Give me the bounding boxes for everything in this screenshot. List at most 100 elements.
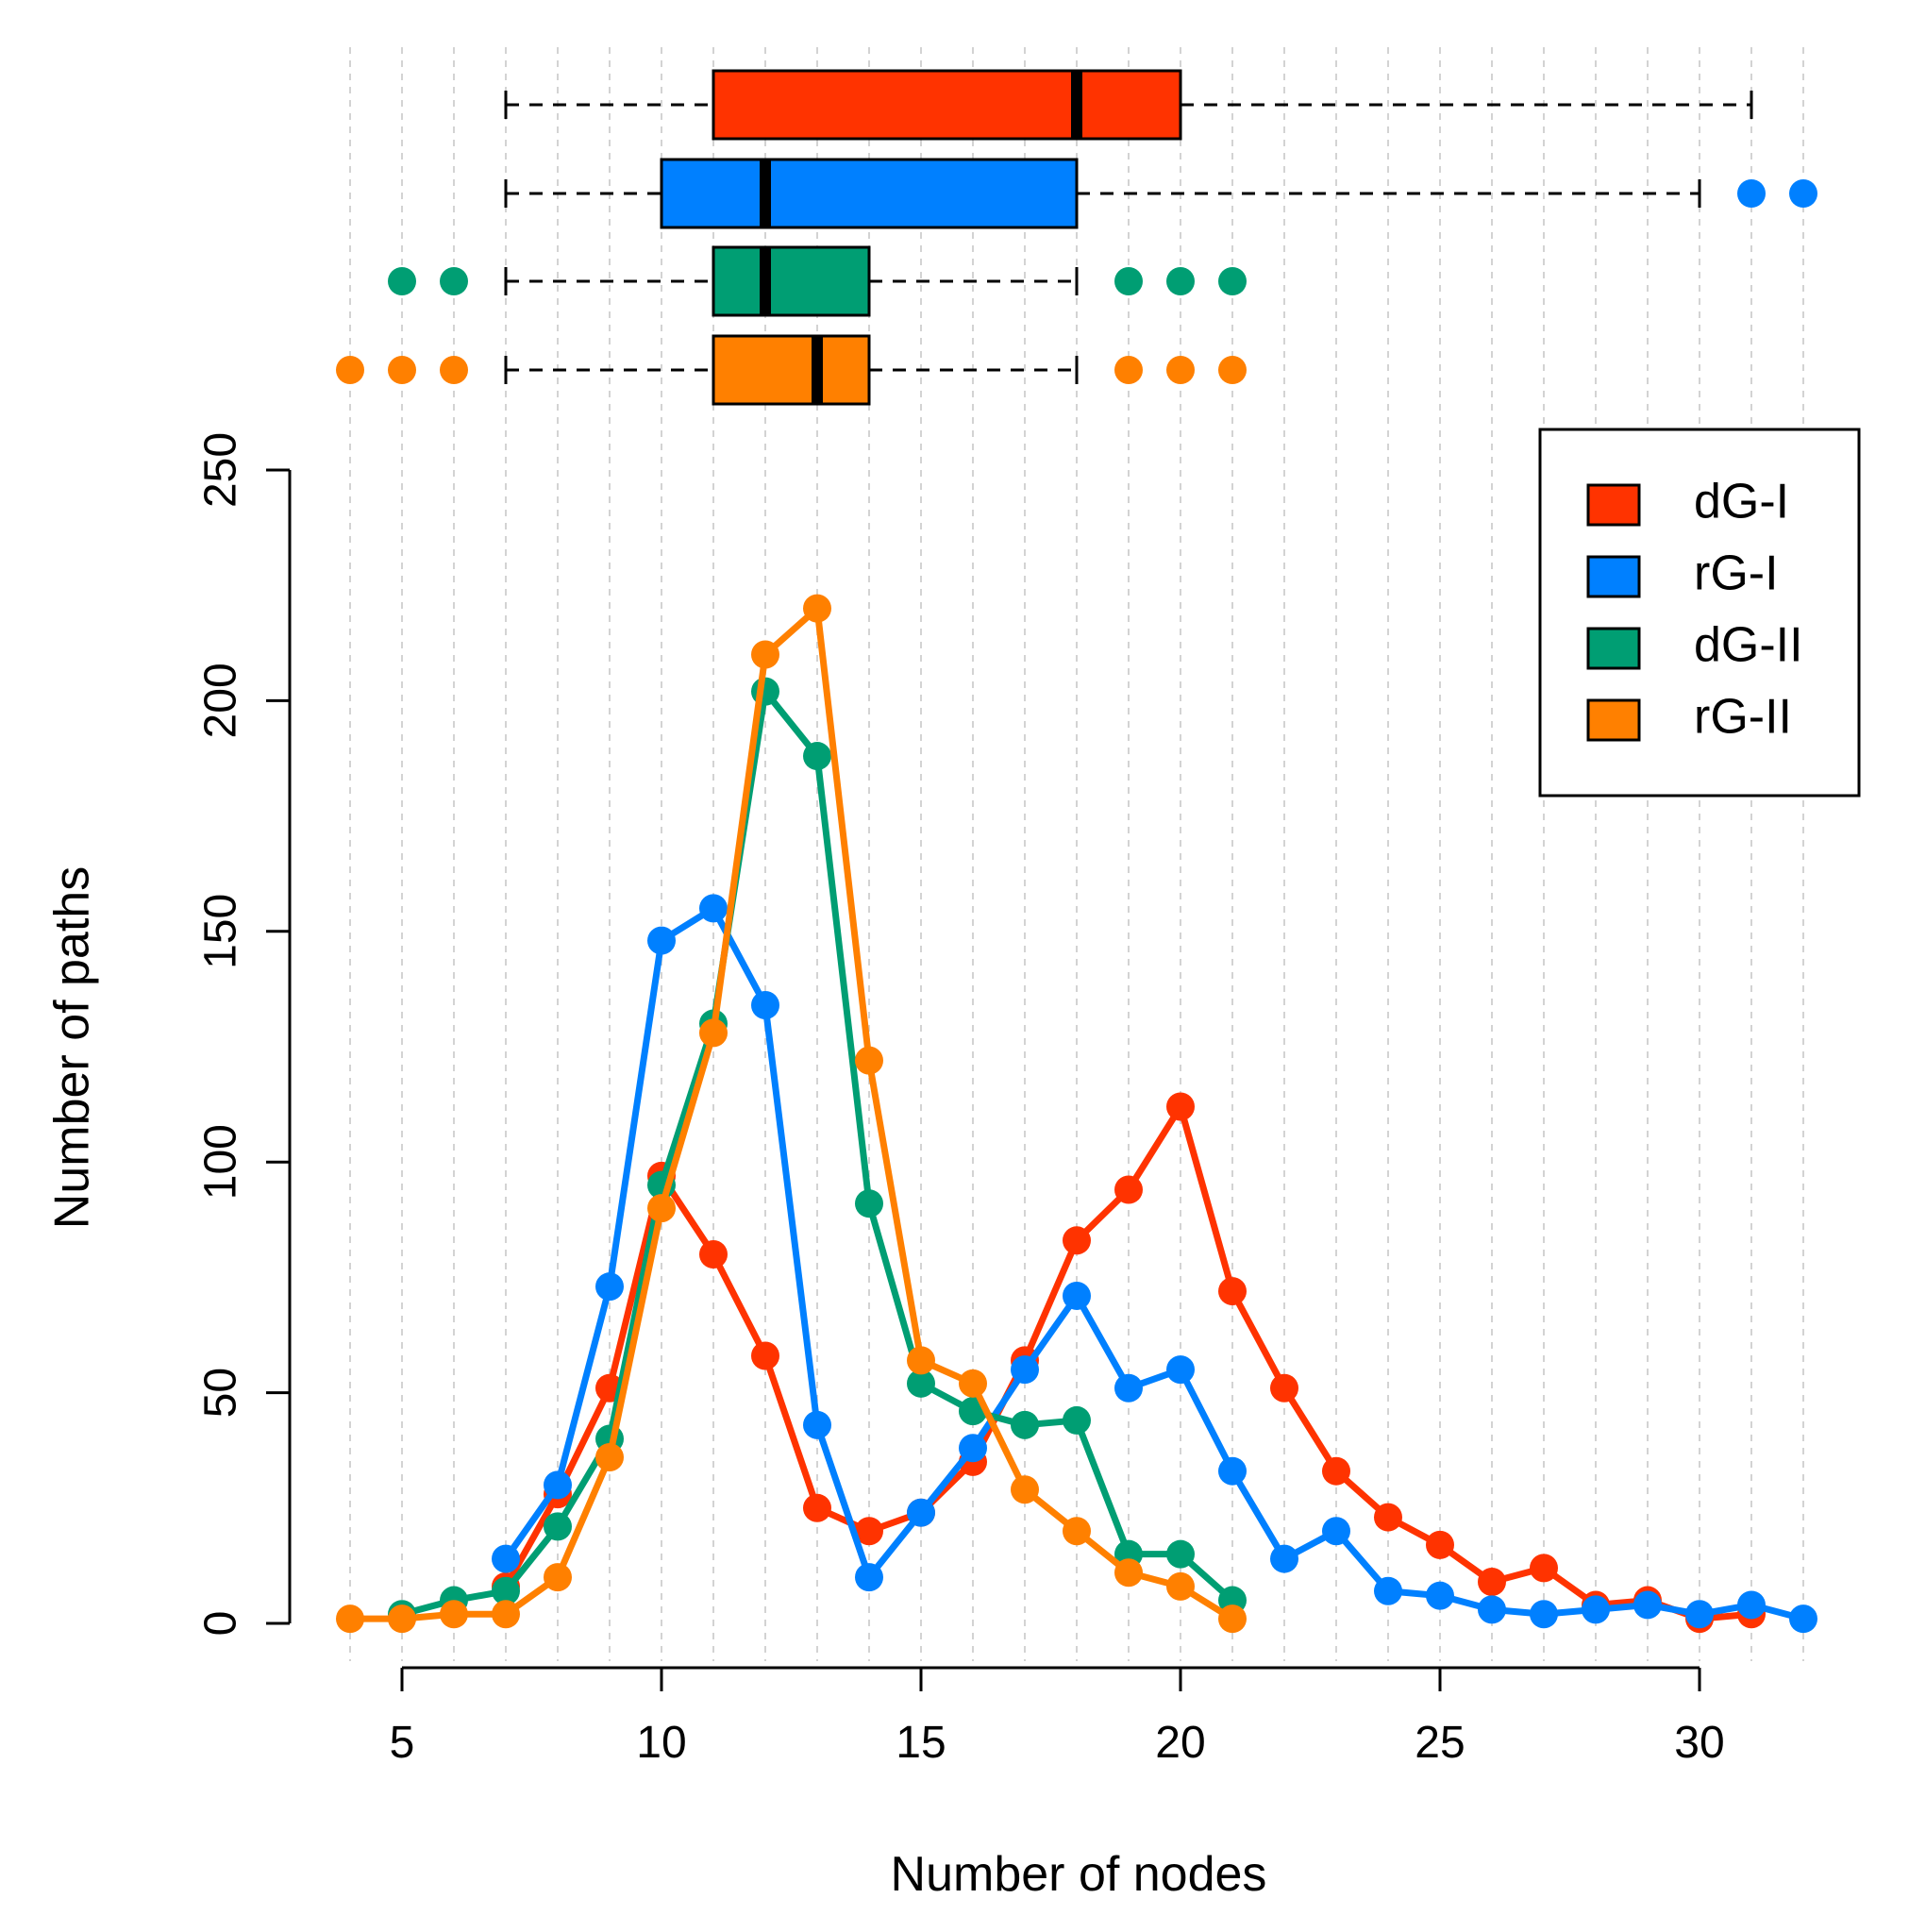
boxplot-outlier (1789, 179, 1817, 208)
x-tick-label: 25 (1415, 1718, 1465, 1768)
data-point (1270, 1373, 1298, 1403)
boxplot-outlier (1114, 267, 1143, 295)
legend: dG-I rG-I dG-II rG-II (1538, 428, 1861, 798)
data-point (595, 1272, 624, 1302)
data-point (1011, 1475, 1039, 1504)
boxplot-rG-I (504, 158, 1817, 229)
y-tick-label: 250 (196, 432, 246, 508)
x-tick-label: 30 (1674, 1718, 1724, 1768)
data-point (1166, 1571, 1195, 1601)
data-point (751, 1341, 779, 1370)
y-tick-label: 0 (196, 1611, 246, 1637)
boxplot-outlier (388, 356, 416, 384)
data-point (544, 1512, 572, 1541)
boxplot-outlier (388, 267, 416, 295)
data-point (1478, 1568, 1506, 1597)
data-point (544, 1563, 572, 1592)
legend-swatch (1586, 555, 1641, 598)
data-point (1374, 1576, 1402, 1605)
series (336, 594, 1817, 1634)
boxplot-outlier (1114, 356, 1143, 384)
data-point (1063, 1517, 1091, 1546)
boxplots (336, 69, 1817, 406)
data-point (492, 1576, 520, 1605)
data-point (855, 1563, 883, 1592)
x-tick-label: 5 (390, 1718, 415, 1768)
boxplot-dG-II (388, 245, 1247, 317)
data-point (1218, 1277, 1247, 1306)
legend-label: dG-II (1694, 618, 1803, 673)
data-point (907, 1369, 935, 1398)
data-point (1011, 1410, 1039, 1439)
boxplot-outlier (336, 356, 364, 384)
data-point (751, 991, 779, 1020)
data-point (388, 1604, 416, 1634)
data-point (699, 894, 728, 923)
data-point (647, 926, 676, 955)
boxplot-rG-II (336, 334, 1247, 406)
data-point (907, 1346, 935, 1375)
data-point (1322, 1456, 1350, 1486)
data-point (440, 1600, 468, 1629)
data-point (1478, 1595, 1506, 1624)
data-point (1114, 1373, 1143, 1403)
boxplot-outlier (1218, 356, 1247, 384)
data-point (1322, 1517, 1350, 1546)
data-point (1114, 1558, 1143, 1588)
data-point (1582, 1595, 1610, 1624)
legend-swatch (1586, 698, 1641, 742)
data-point (595, 1443, 624, 1472)
data-point (855, 1517, 883, 1546)
series-line (503, 904, 1804, 1622)
data-point (907, 1498, 935, 1527)
legend-label: rG-I (1694, 546, 1779, 601)
legend-swatch (1586, 483, 1641, 527)
data-point (1011, 1355, 1039, 1385)
boxplot-box (660, 158, 1079, 229)
data-point (959, 1369, 987, 1398)
data-point (1166, 1539, 1195, 1569)
data-point (336, 1604, 364, 1634)
y-tick-label: 200 (196, 663, 246, 738)
x-tick-label: 15 (896, 1718, 946, 1768)
y-tick-label: 100 (196, 1124, 246, 1200)
data-point (1063, 1405, 1091, 1435)
boxplot-outlier (1737, 179, 1766, 208)
legend-label: dG-I (1694, 475, 1789, 529)
data-point (1685, 1600, 1714, 1629)
data-point (492, 1600, 520, 1629)
data-point (1426, 1530, 1454, 1559)
data-point (751, 677, 779, 706)
data-point (803, 742, 831, 771)
y-tick-label: 150 (196, 894, 246, 969)
data-point (803, 1493, 831, 1522)
data-point (1530, 1554, 1558, 1583)
data-point (492, 1544, 520, 1573)
data-point (1063, 1281, 1091, 1310)
legend-swatch (1586, 627, 1641, 670)
boxplot-box (712, 69, 1182, 141)
x-tick-label: 20 (1155, 1718, 1205, 1768)
data-point (699, 1018, 728, 1048)
data-point (544, 1470, 572, 1500)
series-rG-I (492, 894, 1817, 1634)
data-point (1114, 1175, 1143, 1204)
data-point (959, 1434, 987, 1463)
data-point (1374, 1503, 1402, 1532)
boxplot-outlier (1166, 267, 1195, 295)
boxplot-outlier (440, 267, 468, 295)
series-rG-II (336, 594, 1247, 1634)
data-point (1218, 1456, 1247, 1486)
data-point (855, 1046, 883, 1075)
data-point (1218, 1604, 1247, 1634)
legend-label: rG-II (1694, 690, 1792, 745)
boxplot-box (712, 245, 871, 317)
vertical-gridlines (349, 47, 1804, 1661)
data-point (1530, 1600, 1558, 1629)
data-point (751, 640, 779, 669)
data-point (855, 1189, 883, 1218)
y-axis-title: Number of paths (45, 866, 100, 1229)
boxplot-dG-I (504, 69, 1753, 141)
boxplot-outlier (440, 356, 468, 384)
